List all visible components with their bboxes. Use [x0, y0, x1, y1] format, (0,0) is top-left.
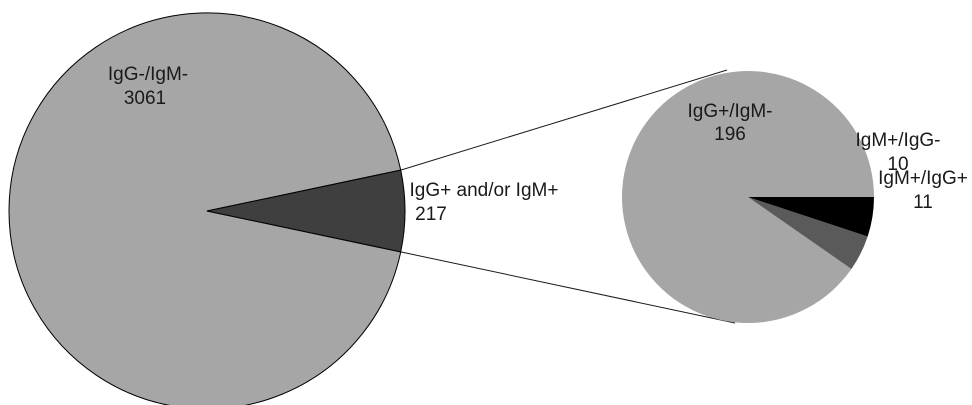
label-igmpos-iggneg-name: IgM+/IgG-: [856, 130, 941, 151]
label-positive-name: IgG+ and/or IgM+: [410, 180, 559, 201]
slice-labels: IgG-/IgM- 3061 IgG+ and/or IgM+ 217 IgG+…: [108, 64, 968, 225]
main-pie: [8, 12, 406, 405]
label-igg-neg-igm-neg-value: 3061: [124, 88, 166, 109]
breakdown-pie: [622, 71, 874, 324]
breakdown-slice-1: [748, 197, 868, 269]
main-slice-0: [8, 12, 402, 405]
label-iggpos-igmneg-name: IgG+/IgM-: [688, 101, 773, 122]
label-igmpos-iggpos-value: 11: [913, 192, 933, 213]
label-igg-neg-igm-neg-name: IgG-/IgM-: [108, 64, 188, 85]
connector-lines: [400, 69, 736, 324]
label-positive-value: 217: [415, 204, 447, 225]
connector-top: [400, 69, 728, 171]
label-igmpos-iggneg-value: 10: [887, 154, 908, 175]
breakdown-slice-0: [622, 71, 874, 324]
connector-bottom: [400, 251, 736, 324]
label-igmpos-iggpos-name: IgM+/IgG+: [878, 168, 968, 189]
label-iggpos-igmneg-value: 196: [714, 124, 746, 145]
breakdown-slice-2: [748, 197, 874, 237]
main-slice-1: [206, 169, 406, 253]
